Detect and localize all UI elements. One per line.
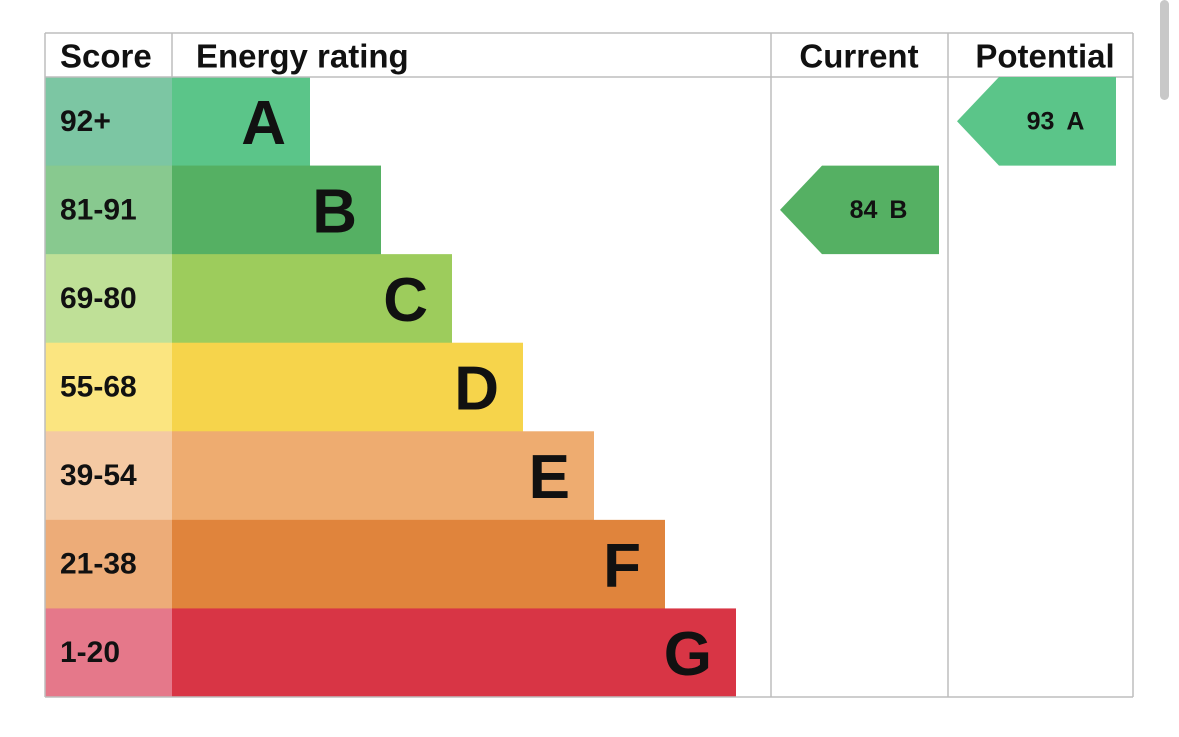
rating-bar xyxy=(172,254,452,344)
score-cell xyxy=(45,431,172,521)
potential-rating: A xyxy=(1066,107,1084,135)
score-cell xyxy=(45,165,172,255)
rating-letter: B xyxy=(312,177,357,246)
column-header: Energy rating xyxy=(196,38,409,75)
score-cell xyxy=(45,519,172,609)
score-cell xyxy=(45,608,172,698)
score-label: 21-38 xyxy=(60,548,137,581)
column-header: Potential xyxy=(975,38,1114,75)
score-label: 81-91 xyxy=(60,193,137,226)
current-arrow xyxy=(780,165,939,255)
rating-bar xyxy=(172,608,736,698)
rating-bar xyxy=(172,342,523,432)
score-cell xyxy=(45,77,172,167)
rating-letter: D xyxy=(454,355,499,424)
current-rating: B xyxy=(889,196,907,224)
rating-letter: C xyxy=(383,266,428,335)
rating-letter: E xyxy=(529,443,570,512)
rating-letter: F xyxy=(603,532,641,601)
rating-letter: G xyxy=(664,620,712,689)
score-cell xyxy=(45,254,172,344)
scrollbar xyxy=(1160,0,1169,100)
rating-bar xyxy=(172,519,665,609)
current-value: 84 xyxy=(850,196,878,224)
rating-bar xyxy=(172,77,310,167)
score-label: 55-68 xyxy=(60,371,137,404)
rating-bar xyxy=(172,431,594,521)
rating-letter: A xyxy=(241,89,286,158)
potential-value: 93 xyxy=(1027,107,1055,135)
column-header: Score xyxy=(60,38,152,75)
score-label: 92+ xyxy=(60,105,111,138)
score-label: 69-80 xyxy=(60,282,137,315)
score-label: 1-20 xyxy=(60,636,120,669)
current-label: 84 B xyxy=(850,196,908,224)
potential-arrow xyxy=(957,77,1116,166)
rating-bar xyxy=(172,165,381,255)
score-cell xyxy=(45,342,172,432)
potential-label: 93 A xyxy=(1027,107,1085,135)
column-header: Current xyxy=(799,38,918,75)
score-label: 39-54 xyxy=(60,459,137,492)
